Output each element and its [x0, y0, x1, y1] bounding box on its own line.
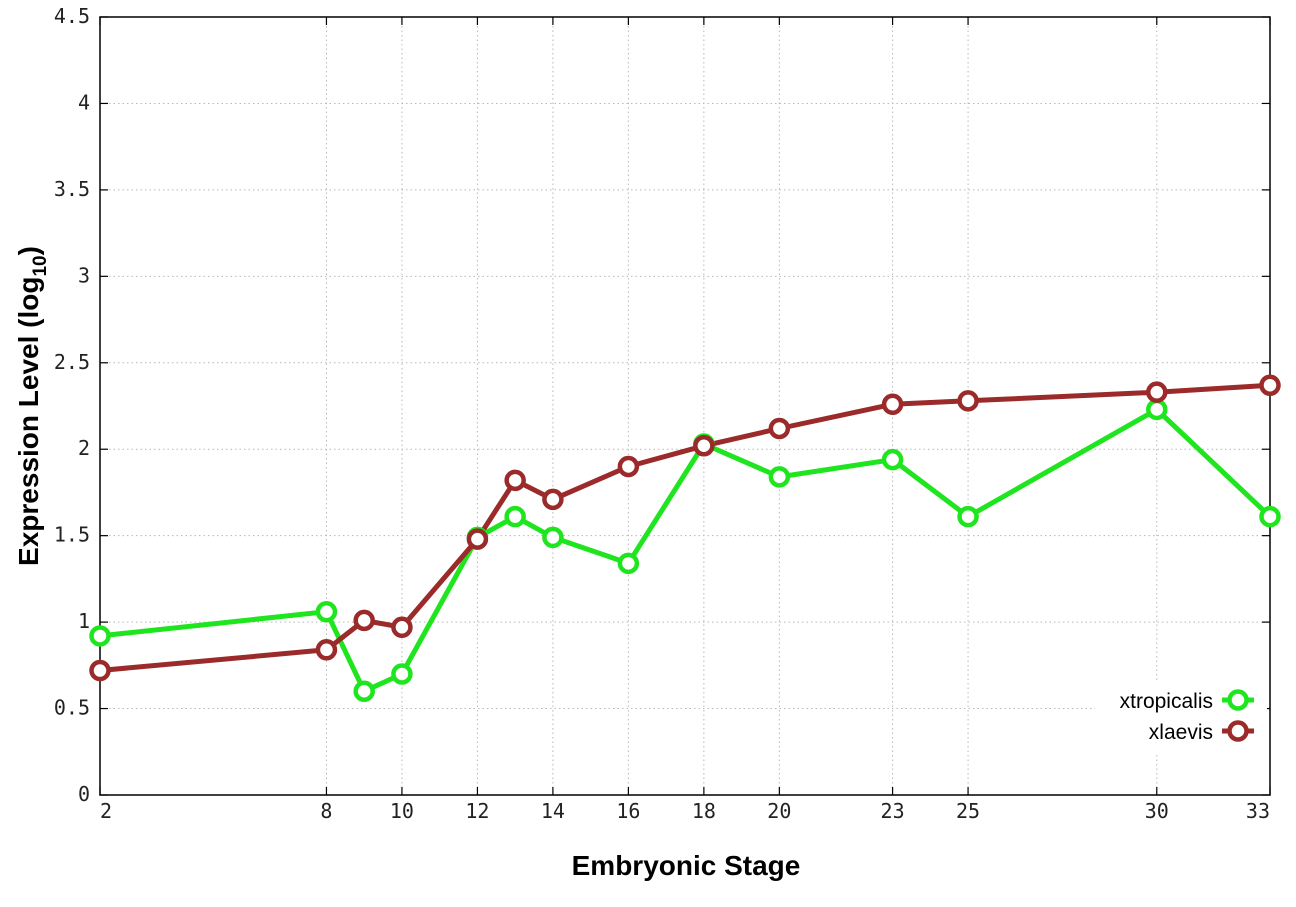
data-point-xlaevis: [315, 639, 338, 661]
legend-label-xlaevis: xlaevis: [1149, 721, 1213, 744]
data-point-xlaevis: [617, 455, 640, 478]
data-point-xtropicalis: [1259, 505, 1281, 528]
x-tick-label: 10: [390, 799, 414, 823]
data-point-xlaevis: [391, 616, 413, 639]
data-point-xlaevis: [466, 528, 489, 550]
data-point-xtropicalis: [353, 680, 375, 703]
data-point-xtropicalis: [957, 505, 979, 528]
data-point-xlaevis: [542, 488, 564, 511]
data-point-xlaevis: [1259, 374, 1281, 397]
x-tick-label: 2: [100, 799, 112, 823]
data-point-xlaevis: [957, 390, 979, 412]
legend-marker-xtropicalis: [1227, 689, 1249, 711]
data-point-xtropicalis: [315, 600, 338, 623]
data-point-xlaevis: [768, 417, 791, 440]
data-point-xtropicalis: [391, 663, 413, 685]
x-tick-label: 33: [1246, 799, 1270, 823]
data-point-xlaevis: [881, 393, 904, 416]
grid-lines: [100, 17, 1270, 795]
data-point-xlaevis: [1146, 381, 1168, 403]
plot-frame: [99, 16, 1271, 796]
x-tick-label: 20: [767, 799, 791, 823]
data-point-xtropicalis: [881, 448, 904, 471]
series-line-xlaevis: [99, 382, 1271, 673]
y-tick-label: 4.5: [54, 4, 90, 28]
y-tick-label: 0: [78, 782, 90, 806]
x-tick-label: 30: [1145, 799, 1169, 823]
y-axis-title-close: ): [13, 246, 44, 255]
x-tick-label: 12: [465, 799, 489, 823]
data-point-xtropicalis: [768, 466, 791, 488]
x-tick-label: 23: [881, 799, 905, 823]
y-axis: 0 0.5 1 1.5 2 2.5 3 3.5 4 4.5: [54, 4, 1270, 806]
y-tick-label: 2: [78, 436, 90, 460]
y-tick-label: 4: [78, 90, 90, 114]
x-tick-label: 16: [616, 799, 640, 823]
y-tick-label: 2.5: [54, 350, 90, 374]
y-axis-title: Expression Level (log10): [13, 246, 51, 566]
y-tick-label: 1: [78, 609, 90, 633]
y-tick-label: 3.5: [54, 177, 90, 201]
data-point-xtropicalis: [542, 526, 564, 549]
data-point-xlaevis: [89, 659, 111, 682]
data-point-xtropicalis: [504, 505, 526, 528]
data-point-xlaevis: [504, 469, 526, 492]
series-layer: [89, 374, 1281, 703]
x-tick-label: 18: [692, 799, 716, 823]
x-tick-label: 8: [320, 799, 332, 823]
y-tick-label: 0.5: [54, 696, 90, 720]
legend-marker-xlaevis: [1227, 720, 1249, 742]
data-point-xtropicalis: [617, 552, 640, 575]
y-tick-label: 1.5: [54, 523, 90, 547]
y-axis-title-main: Expression Level (log: [13, 277, 44, 566]
data-point-xtropicalis: [89, 625, 111, 647]
x-tick-label: 25: [956, 799, 980, 823]
legend: xtropicalis xlaevis: [1095, 682, 1267, 752]
x-axis-title: Embryonic Stage: [572, 850, 801, 881]
data-point-xlaevis: [353, 609, 375, 632]
y-tick-label: 3: [78, 263, 90, 287]
x-axis: 2 8 10 12 14 16 18 20 23 25 30 33: [99, 17, 1271, 823]
data-point-xlaevis: [693, 435, 715, 457]
data-point-xtropicalis: [1146, 398, 1168, 421]
y-axis-title-subscript: 10: [30, 255, 51, 276]
x-tick-label: 14: [541, 799, 565, 823]
legend-label-xtropicalis: xtropicalis: [1120, 690, 1213, 713]
